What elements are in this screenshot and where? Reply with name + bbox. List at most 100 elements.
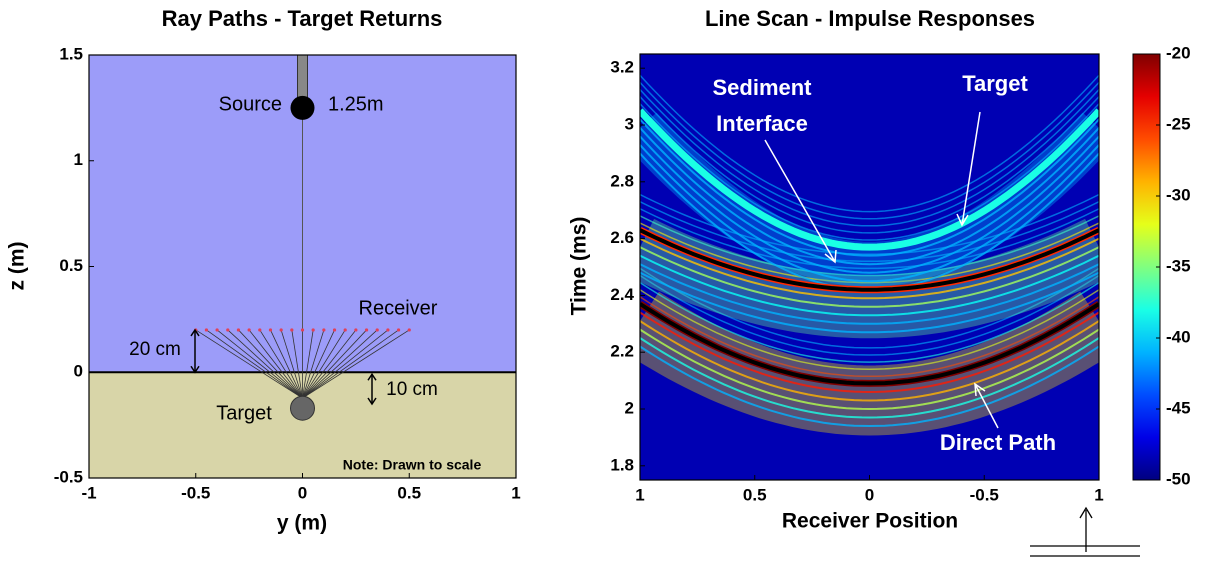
response-ripple — [640, 254, 1099, 317]
ray — [259, 329, 303, 399]
annotation: 10 cm — [386, 379, 438, 400]
annotation: Target — [216, 402, 272, 424]
plot-area — [89, 55, 516, 478]
x-tick-label: -0.5 — [970, 485, 999, 504]
response-ripple — [640, 237, 1099, 300]
response-ripple — [640, 96, 1099, 234]
colorbar-tick-label: -45 — [1166, 398, 1191, 417]
receiver — [204, 328, 209, 332]
response-ripple — [640, 208, 1099, 270]
ray — [238, 329, 303, 399]
y-tick-label: 2.6 — [610, 228, 634, 247]
annotation: 1.25m — [328, 93, 384, 115]
receiver — [268, 328, 273, 332]
receiver — [364, 328, 369, 332]
chart-title: Line Scan - Impulse Responses — [705, 6, 1035, 31]
response-ripple — [640, 320, 1099, 402]
arrow-head — [367, 372, 377, 406]
response-ripple — [640, 274, 1099, 356]
response-ripple — [640, 88, 1099, 227]
y-axis-label: z (m) — [6, 242, 29, 291]
colorbar-tick-label: -20 — [1166, 43, 1191, 62]
response-ripple — [640, 222, 1099, 284]
y-tick-label: 2 — [625, 398, 634, 417]
receiver — [311, 328, 315, 332]
x-tick-label: 1 — [511, 483, 520, 502]
response-ripple — [640, 246, 1099, 308]
receiver — [396, 328, 401, 332]
colorbar-tick-label: -30 — [1166, 185, 1191, 204]
receiver — [236, 328, 241, 332]
ray — [291, 329, 303, 399]
chart-title: Ray Paths - Target Returns — [162, 6, 443, 31]
y-tick-label: 2.8 — [610, 171, 634, 190]
x-tick-label: 0.5 — [397, 483, 421, 502]
y-tick-label: 3 — [625, 114, 634, 133]
y-tick-label: 1 — [74, 150, 83, 169]
x-tick-label: 1 — [1094, 485, 1103, 504]
annotation: Source — [219, 93, 282, 115]
annotation-arrow — [764, 139, 837, 264]
receiver — [343, 328, 347, 332]
ray — [302, 329, 325, 399]
annotation-arrow — [956, 111, 981, 227]
ray — [302, 329, 378, 399]
ray — [270, 329, 303, 399]
ray — [302, 329, 335, 399]
ray — [216, 329, 303, 399]
receiver — [290, 328, 294, 332]
response-ripple — [640, 337, 1099, 419]
response-curve — [640, 108, 1099, 251]
response-ripple — [640, 328, 1099, 411]
arrow-head — [190, 328, 200, 374]
receiver — [375, 328, 379, 332]
x-tick-label: 0 — [298, 483, 307, 502]
response-ripple — [640, 127, 1099, 266]
colorbar-tick-label: -50 — [1166, 469, 1191, 488]
ray — [302, 329, 410, 399]
response-core — [640, 228, 1099, 292]
x-tick-label: 0.5 — [743, 485, 767, 504]
response-ripple — [640, 281, 1099, 363]
response-core — [640, 302, 1099, 386]
heatmap-image — [640, 54, 1099, 480]
y-tick-label: 2.4 — [610, 285, 634, 304]
colorbar-tick-label: -25 — [1166, 114, 1191, 133]
response-ripple — [640, 74, 1099, 213]
x-tick-label: -0.5 — [181, 483, 210, 502]
receiver — [386, 328, 390, 332]
response-ripple — [640, 311, 1099, 394]
y-tick-label: 3.2 — [610, 58, 634, 77]
y-tick-label: 1.5 — [59, 44, 83, 63]
receiver — [258, 328, 262, 332]
ray — [302, 329, 399, 399]
x-tick-label: -1 — [81, 483, 96, 502]
annotation: Sediment — [712, 75, 812, 100]
ray — [302, 329, 367, 399]
annotation: Receiver — [359, 297, 438, 319]
ray — [248, 329, 303, 399]
receiver — [322, 328, 326, 332]
receiver — [407, 328, 411, 332]
response-ripple — [640, 267, 1099, 349]
x-axis-label: Receiver Position — [782, 510, 958, 533]
ray — [280, 329, 303, 399]
receiver — [300, 328, 305, 332]
colorbar-tick-label: -40 — [1166, 327, 1191, 346]
receiver — [226, 328, 230, 332]
colorbar — [1132, 53, 1161, 481]
y-tick-label: 0.5 — [59, 256, 83, 275]
annotation: Note: Drawn to scale — [343, 457, 482, 473]
ray — [227, 329, 303, 399]
annotation: Interface — [716, 111, 808, 136]
response-ripple — [640, 263, 1099, 325]
note-box — [314, 456, 514, 476]
response-ripple — [640, 289, 1099, 370]
y-tick-label: 2.2 — [610, 342, 634, 361]
y-tick-label: -0.5 — [54, 467, 83, 486]
receiver — [215, 328, 219, 332]
y-tick-label: 1.8 — [610, 455, 634, 474]
response-ripple — [640, 345, 1099, 428]
ray — [302, 329, 346, 399]
y-axis-label: Time (ms) — [568, 217, 591, 316]
